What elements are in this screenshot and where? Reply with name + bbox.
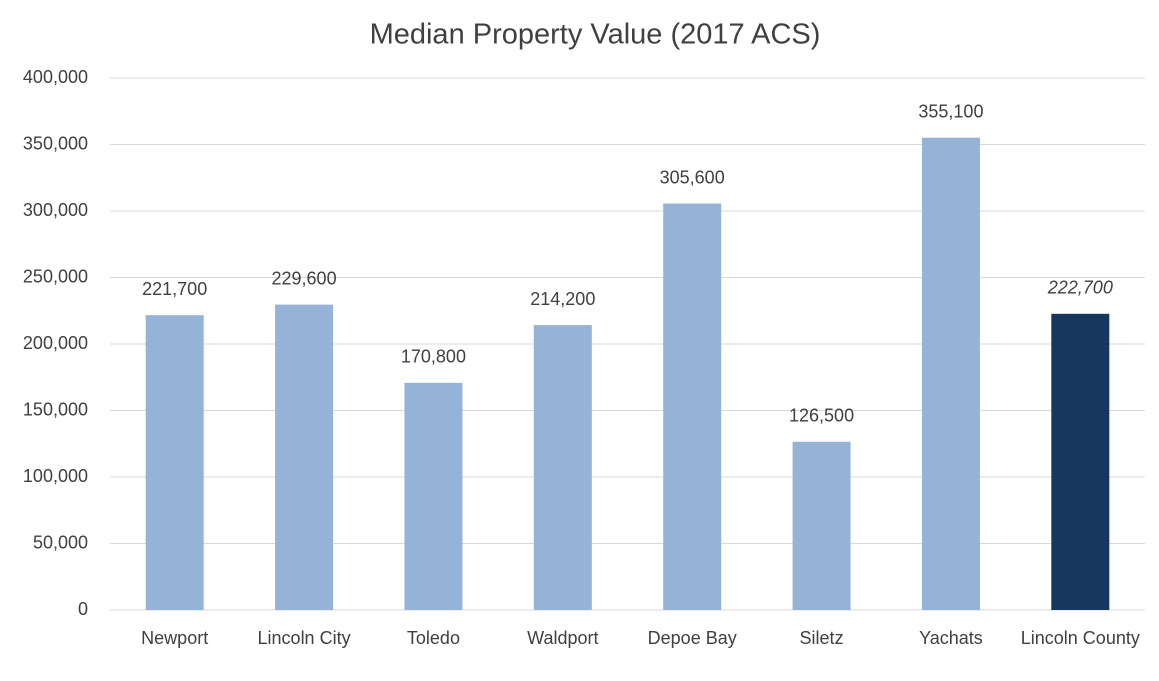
data-label: 214,200 bbox=[530, 289, 595, 309]
bar bbox=[145, 315, 204, 610]
bar bbox=[404, 382, 463, 610]
chart-title: Median Property Value (2017 ACS) bbox=[370, 19, 821, 51]
y-tick-label: 150,000 bbox=[23, 399, 88, 419]
bar bbox=[275, 304, 334, 610]
x-tick-label: Waldport bbox=[527, 628, 598, 648]
y-tick-label: 100,000 bbox=[23, 466, 88, 486]
y-tick-label: 250,000 bbox=[23, 266, 88, 286]
x-tick-label: Depoe Bay bbox=[648, 628, 737, 648]
data-label: 221,700 bbox=[142, 279, 207, 299]
bar bbox=[663, 203, 722, 610]
y-tick-label: 350,000 bbox=[23, 133, 88, 153]
bar bbox=[533, 325, 592, 610]
x-tick-label: Siletz bbox=[800, 628, 844, 648]
x-tick-label: Yachats bbox=[919, 628, 983, 648]
y-tick-label: 50,000 bbox=[33, 532, 88, 552]
data-label: 170,800 bbox=[401, 347, 466, 367]
y-tick-label: 0 bbox=[78, 599, 88, 619]
x-tick-label: Toledo bbox=[407, 628, 460, 648]
y-tick-label: 200,000 bbox=[23, 333, 88, 353]
data-label: 222,700 bbox=[1047, 278, 1113, 298]
x-tick-label: Newport bbox=[141, 628, 208, 648]
bar bbox=[792, 441, 851, 610]
data-label: 355,100 bbox=[918, 101, 983, 121]
y-tick-label: 300,000 bbox=[23, 200, 88, 220]
data-label: 305,600 bbox=[660, 167, 725, 187]
data-label: 229,600 bbox=[272, 268, 337, 288]
x-tick-label: Lincoln County bbox=[1021, 628, 1140, 648]
data-label: 126,500 bbox=[789, 406, 854, 426]
bar bbox=[1051, 313, 1110, 610]
bar bbox=[921, 137, 980, 611]
x-tick-label: Lincoln City bbox=[258, 628, 351, 648]
y-tick-label: 400,000 bbox=[23, 67, 88, 87]
